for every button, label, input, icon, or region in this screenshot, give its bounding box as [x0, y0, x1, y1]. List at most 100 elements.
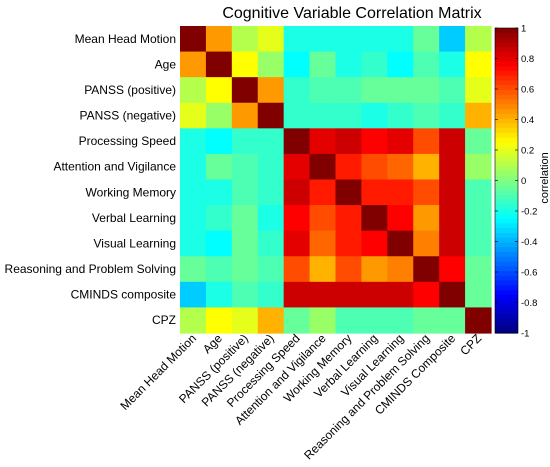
- heatmap-cell: [361, 256, 388, 283]
- colorbar-segment: [495, 290, 518, 296]
- y-tick-label: CPZ: [152, 313, 176, 327]
- heatmap-cell: [231, 77, 259, 104]
- colorbar-tick-label: -1: [521, 329, 529, 340]
- heatmap-cell: [231, 128, 259, 155]
- colorbar-segment: [495, 32, 518, 39]
- heatmap-cell: [439, 281, 466, 309]
- colorbar-segment: [495, 304, 518, 310]
- colorbar-tick-label: -0.6: [521, 268, 537, 279]
- heatmap-cell: [335, 230, 363, 257]
- y-axis-labels: Mean Head Motion Age PANSS (positive) PANSS…: [5, 32, 177, 327]
- heatmap-cell: [205, 230, 233, 257]
- heatmap-cell: [205, 179, 233, 206]
- heatmap-cell: [283, 205, 311, 232]
- colorbar-segment: [495, 251, 518, 258]
- heatmap-cell: [361, 281, 388, 309]
- y-tick-label: Age: [155, 57, 177, 71]
- heatmap-cell: [387, 102, 414, 129]
- colorbar-segment: [495, 85, 518, 91]
- heatmap-cell: [387, 256, 414, 283]
- heatmap-cell: [413, 256, 440, 283]
- heatmap-cell: [439, 153, 466, 181]
- heatmap-cell: [283, 102, 311, 129]
- heatmap-cell: [309, 26, 337, 53]
- heatmap-cell: [180, 281, 207, 309]
- colorbar-tick-label: 0.6: [521, 85, 534, 96]
- colorbar-segment: [495, 51, 518, 58]
- heatmap-cell: [231, 179, 259, 206]
- heatmap-cell: [387, 153, 414, 181]
- heatmap-cell: [361, 230, 388, 257]
- heatmap-cell: [387, 51, 414, 78]
- heatmap-cell: [413, 77, 440, 104]
- y-tick-label: Reasoning and Problem Solving: [5, 262, 176, 276]
- heatmap-cell: [465, 102, 492, 129]
- heatmap-cell: [335, 307, 363, 334]
- heatmap-cell: [387, 77, 414, 104]
- colorbar-tick-label: 0.4: [521, 115, 534, 126]
- heatmap-cell: [309, 179, 337, 206]
- heatmap-cell: [361, 307, 388, 334]
- y-tick-label: Processing Speed: [79, 134, 176, 148]
- heatmap-cell: [257, 230, 285, 257]
- heatmap-cell: [439, 77, 466, 104]
- heatmap-cell: [257, 256, 285, 283]
- colorbar-segment: [495, 185, 518, 191]
- colorbar-segment: [495, 271, 518, 277]
- colorbar-segment: [495, 123, 518, 129]
- colorbar-segment: [495, 294, 518, 301]
- heatmap-cell: [180, 102, 207, 129]
- heatmap-cell: [283, 307, 311, 334]
- heatmap-cell: [335, 128, 363, 155]
- heatmap-cell: [231, 307, 259, 334]
- heatmap-cell: [283, 179, 311, 206]
- heatmap-cell: [413, 307, 440, 334]
- colorbar-segment: [495, 213, 518, 220]
- colorbar-segment: [495, 80, 518, 86]
- colorbar-segment: [495, 147, 518, 153]
- heatmap-cell: [465, 307, 492, 334]
- heatmap-cell: [180, 307, 207, 334]
- y-tick-label: Mean Head Motion: [75, 32, 176, 46]
- heatmap-cell: [413, 128, 440, 155]
- colorbar-segment: [495, 166, 518, 172]
- heatmap-cell: [361, 179, 388, 206]
- heatmap-cell: [231, 256, 259, 283]
- colorbar-tick-label: 0: [521, 176, 526, 187]
- colorbar-tick-label: 0.8: [521, 54, 534, 65]
- colorbar-segment: [495, 318, 518, 325]
- heatmap-cell: [361, 205, 388, 232]
- heatmap-cell: [335, 102, 363, 129]
- heatmap-cell: [465, 153, 492, 181]
- heatmap-cell: [413, 230, 440, 257]
- colorbar-segment: [495, 199, 518, 205]
- heatmap-cell: [335, 179, 363, 206]
- heatmap-cell: [309, 128, 337, 155]
- heatmap-cell: [257, 77, 285, 104]
- heatmap-cell: [257, 128, 285, 155]
- heatmap-cell: [465, 281, 492, 309]
- heatmap-cell: [231, 205, 259, 232]
- chart-title: Cognitive Variable Correlation Matrix: [222, 5, 481, 22]
- colorbar-segment: [495, 137, 518, 143]
- heatmap-cell: [439, 51, 466, 78]
- colorbar-segment: [495, 66, 518, 72]
- colorbar-segment: [495, 161, 518, 167]
- heatmap-cell: [205, 128, 233, 155]
- colorbar-segment: [495, 237, 518, 244]
- heatmap-cell: [439, 230, 466, 257]
- heatmap-cell: [361, 26, 388, 53]
- colorbar-tick-label: -0.2: [521, 207, 537, 218]
- y-tick-label: Working Memory: [86, 185, 176, 199]
- heatmap-cell: [180, 51, 207, 78]
- colorbar-tick-label: 1: [521, 24, 526, 35]
- colorbar-segment: [495, 109, 518, 115]
- heatmap-cell: [465, 26, 492, 53]
- colorbar-segment: [495, 309, 518, 315]
- colorbar-tick-label: -0.4: [521, 237, 537, 248]
- colorbar: [494, 27, 519, 334]
- colorbar-segment: [495, 28, 518, 34]
- heatmap-cell: [309, 102, 337, 129]
- colorbar-segment: [495, 194, 518, 201]
